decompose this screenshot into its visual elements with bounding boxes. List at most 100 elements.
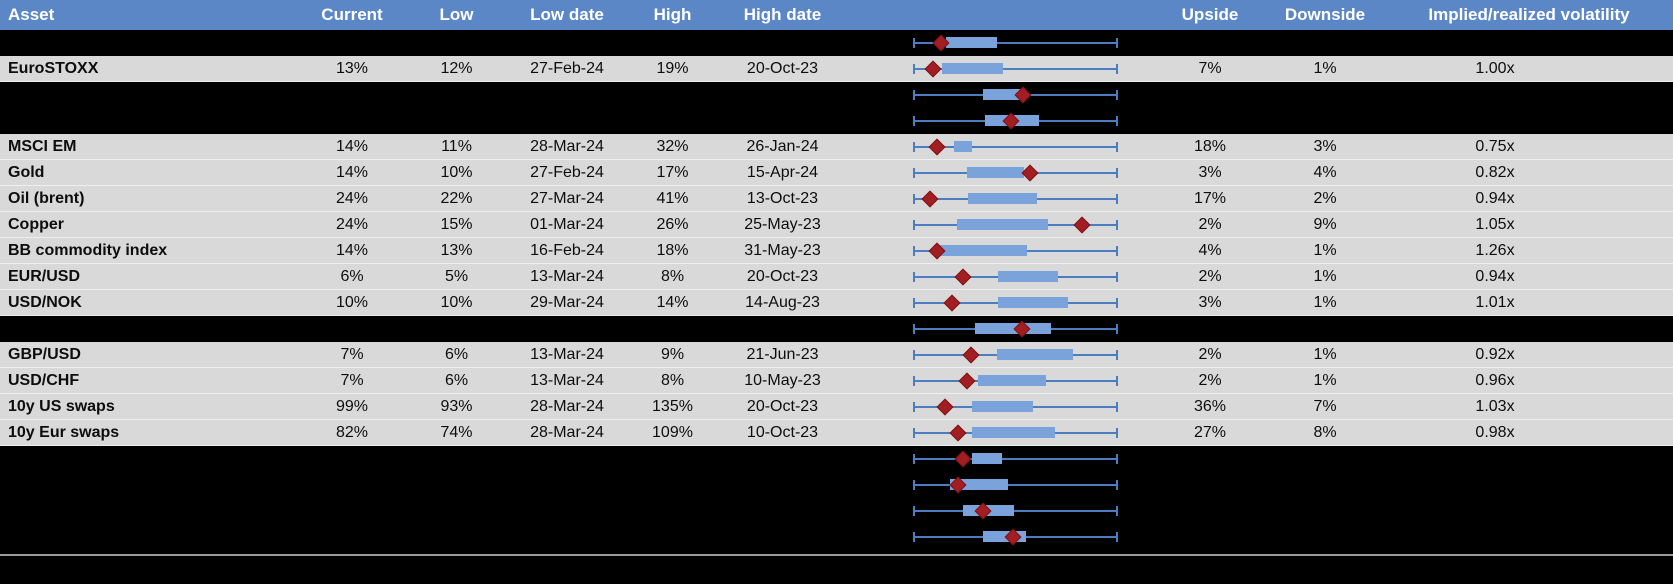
cell-current[interactable] — [300, 30, 404, 56]
cell-low-date[interactable]: 27-Feb-24 — [530, 60, 604, 77]
cell-boxplot[interactable] — [845, 368, 1155, 394]
col-header-upside[interactable]: Upside — [1181, 5, 1239, 24]
cell-low-date[interactable] — [509, 524, 625, 550]
cell-boxplot[interactable] — [845, 420, 1155, 446]
cell-upside[interactable]: 2% — [1198, 346, 1222, 363]
cell-boxplot[interactable] — [845, 342, 1155, 368]
cell-low-date[interactable]: 13-Mar-24 — [530, 372, 604, 389]
cell-asset[interactable] — [0, 524, 300, 550]
cell-current[interactable]: 99% — [335, 398, 369, 415]
cell-downside[interactable] — [1265, 30, 1385, 56]
cell-upside[interactable]: 2% — [1198, 268, 1222, 285]
cell-asset[interactable]: GBP/USD — [8, 346, 81, 363]
cell-high-date[interactable]: 20-Oct-23 — [746, 398, 819, 415]
cell-upside[interactable] — [1155, 316, 1265, 342]
cell-low[interactable] — [404, 498, 509, 524]
cell-upside[interactable] — [1155, 524, 1265, 550]
cell-low-date[interactable]: 01-Mar-24 — [530, 216, 604, 233]
cell-downside[interactable]: 4% — [1313, 164, 1337, 181]
cell-downside[interactable]: 7% — [1313, 398, 1337, 415]
cell-boxplot[interactable] — [845, 316, 1155, 342]
cell-high[interactable] — [625, 472, 720, 498]
cell-ivol[interactable]: 0.82x — [1475, 164, 1515, 181]
cell-boxplot[interactable] — [845, 56, 1155, 82]
cell-low-date[interactable] — [509, 446, 625, 472]
cell-downside[interactable]: 9% — [1313, 216, 1337, 233]
cell-downside[interactable]: 1% — [1313, 372, 1337, 389]
cell-low-date[interactable]: 16-Feb-24 — [530, 242, 604, 259]
cell-current[interactable]: 7% — [340, 346, 364, 363]
cell-low[interactable]: 22% — [440, 190, 473, 207]
cell-low[interactable] — [404, 82, 509, 108]
cell-upside[interactable]: 17% — [1193, 190, 1227, 207]
cell-boxplot[interactable] — [845, 30, 1155, 56]
col-header-low-date[interactable]: Low date — [530, 5, 604, 24]
cell-low-date[interactable] — [509, 108, 625, 134]
cell-upside[interactable]: 3% — [1198, 164, 1222, 181]
cell-low[interactable] — [404, 316, 509, 342]
cell-high[interactable] — [625, 108, 720, 134]
cell-high[interactable] — [625, 524, 720, 550]
col-header-ivol[interactable]: Implied/realized volatility — [1428, 5, 1630, 24]
cell-high-date[interactable] — [720, 316, 845, 342]
cell-ivol[interactable]: 0.94x — [1475, 268, 1515, 285]
cell-boxplot[interactable] — [845, 134, 1155, 160]
cell-boxplot[interactable] — [845, 108, 1155, 134]
cell-asset[interactable]: Copper — [8, 216, 64, 233]
cell-boxplot[interactable] — [845, 160, 1155, 186]
cell-high-date[interactable]: 26-Jan-24 — [746, 138, 819, 155]
cell-asset[interactable] — [0, 30, 300, 56]
cell-asset[interactable]: 10y US swaps — [8, 398, 115, 415]
cell-asset[interactable]: Gold — [8, 164, 45, 181]
cell-downside[interactable] — [1265, 108, 1385, 134]
cell-low[interactable]: 74% — [440, 424, 473, 441]
cell-boxplot[interactable] — [845, 186, 1155, 212]
cell-asset[interactable]: EuroSTOXX — [8, 60, 99, 77]
cell-low-date[interactable]: 13-Mar-24 — [530, 268, 604, 285]
cell-current[interactable]: 14% — [335, 242, 369, 259]
cell-downside[interactable]: 2% — [1313, 190, 1337, 207]
col-header-asset[interactable]: Asset — [8, 5, 55, 24]
cell-high-date[interactable]: 20-Oct-23 — [746, 268, 819, 285]
cell-low-date[interactable]: 13-Mar-24 — [530, 346, 604, 363]
cell-upside[interactable]: 2% — [1198, 216, 1222, 233]
col-header-downside[interactable]: Downside — [1284, 5, 1366, 24]
cell-current[interactable] — [300, 316, 404, 342]
cell-low-date[interactable]: 27-Feb-24 — [530, 164, 604, 181]
cell-current[interactable]: 24% — [335, 190, 369, 207]
cell-ivol[interactable] — [1385, 108, 1673, 134]
cell-low[interactable] — [404, 30, 509, 56]
cell-downside[interactable] — [1265, 82, 1385, 108]
cell-downside[interactable]: 1% — [1313, 346, 1337, 363]
cell-downside[interactable] — [1265, 446, 1385, 472]
cell-high[interactable]: 14% — [656, 294, 689, 311]
cell-current[interactable]: 24% — [335, 216, 369, 233]
cell-high-date[interactable]: 13-Oct-23 — [746, 190, 819, 207]
cell-low[interactable]: 10% — [440, 164, 473, 181]
cell-ivol[interactable] — [1385, 82, 1673, 108]
cell-downside[interactable]: 3% — [1313, 138, 1337, 155]
cell-downside[interactable]: 1% — [1313, 294, 1337, 311]
cell-high[interactable]: 135% — [652, 398, 693, 415]
cell-current[interactable]: 14% — [335, 138, 369, 155]
cell-upside[interactable]: 27% — [1193, 424, 1227, 441]
cell-downside[interactable] — [1265, 498, 1385, 524]
cell-ivol[interactable]: 0.92x — [1475, 346, 1515, 363]
cell-high-date[interactable]: 25-May-23 — [744, 216, 821, 233]
cell-low-date[interactable]: 29-Mar-24 — [530, 294, 604, 311]
cell-ivol[interactable] — [1385, 30, 1673, 56]
cell-boxplot[interactable] — [845, 524, 1155, 550]
cell-high-date[interactable]: 15-Apr-24 — [746, 164, 819, 181]
cell-low-date[interactable]: 28-Mar-24 — [530, 138, 604, 155]
cell-ivol[interactable]: 1.05x — [1475, 216, 1515, 233]
cell-high-date[interactable] — [720, 446, 845, 472]
cell-ivol[interactable] — [1385, 498, 1673, 524]
cell-asset[interactable]: BB commodity index — [8, 242, 168, 259]
col-header-current[interactable]: Current — [321, 5, 383, 24]
cell-high-date[interactable]: 31-May-23 — [744, 242, 821, 259]
cell-downside[interactable] — [1265, 472, 1385, 498]
cell-high-date[interactable] — [720, 82, 845, 108]
cell-boxplot[interactable] — [845, 238, 1155, 264]
cell-low[interactable] — [404, 108, 509, 134]
cell-high[interactable]: 26% — [656, 216, 689, 233]
